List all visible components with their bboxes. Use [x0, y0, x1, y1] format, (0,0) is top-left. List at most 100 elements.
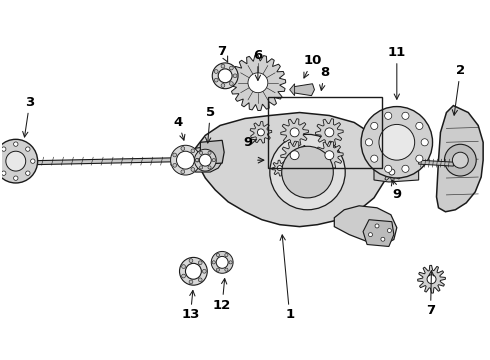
Circle shape	[208, 151, 211, 154]
Circle shape	[371, 122, 378, 130]
Circle shape	[199, 154, 211, 166]
Polygon shape	[272, 160, 288, 176]
Circle shape	[0, 159, 1, 163]
Circle shape	[212, 158, 215, 162]
Polygon shape	[316, 141, 343, 169]
Polygon shape	[418, 160, 453, 166]
Polygon shape	[437, 105, 483, 212]
Polygon shape	[334, 206, 397, 244]
Circle shape	[212, 261, 215, 264]
Circle shape	[25, 171, 30, 175]
Polygon shape	[281, 119, 309, 146]
Circle shape	[221, 64, 225, 68]
Circle shape	[229, 82, 233, 85]
Text: 11: 11	[388, 46, 406, 99]
Text: 4: 4	[174, 116, 185, 140]
Polygon shape	[196, 113, 387, 227]
Circle shape	[452, 152, 468, 168]
Circle shape	[388, 229, 392, 233]
Circle shape	[191, 149, 195, 153]
Circle shape	[375, 224, 379, 228]
Circle shape	[196, 158, 199, 162]
Text: 6: 6	[253, 49, 263, 80]
Circle shape	[181, 170, 185, 174]
Circle shape	[31, 159, 35, 163]
Circle shape	[182, 274, 186, 278]
Circle shape	[202, 269, 206, 273]
Text: 9: 9	[244, 136, 257, 149]
Circle shape	[1, 171, 6, 175]
Circle shape	[189, 280, 193, 284]
Circle shape	[229, 261, 232, 264]
Text: 1: 1	[280, 235, 294, 321]
Text: 13: 13	[181, 291, 199, 321]
Circle shape	[402, 165, 409, 172]
Circle shape	[199, 151, 203, 154]
Circle shape	[257, 129, 264, 136]
Text: 10: 10	[303, 54, 321, 78]
Polygon shape	[363, 220, 394, 247]
Circle shape	[208, 166, 211, 169]
Polygon shape	[196, 145, 222, 172]
Polygon shape	[200, 140, 224, 164]
Text: 12: 12	[213, 279, 231, 311]
Circle shape	[416, 122, 423, 130]
Circle shape	[216, 256, 228, 268]
Circle shape	[217, 268, 220, 271]
Circle shape	[221, 84, 225, 87]
Circle shape	[173, 153, 176, 157]
Circle shape	[270, 134, 345, 210]
Circle shape	[182, 265, 186, 269]
Circle shape	[366, 139, 372, 146]
Circle shape	[179, 257, 207, 285]
Polygon shape	[374, 150, 418, 182]
Circle shape	[211, 251, 233, 273]
Circle shape	[248, 73, 268, 93]
Circle shape	[185, 264, 201, 279]
Text: 7: 7	[218, 45, 228, 62]
Circle shape	[14, 142, 18, 146]
Polygon shape	[290, 84, 294, 96]
Circle shape	[199, 166, 203, 169]
Circle shape	[196, 158, 198, 162]
Circle shape	[325, 128, 334, 137]
Circle shape	[189, 259, 193, 262]
Text: 3: 3	[23, 96, 34, 137]
Circle shape	[217, 253, 220, 257]
Circle shape	[1, 147, 6, 151]
Circle shape	[225, 268, 228, 271]
Circle shape	[25, 147, 30, 151]
Circle shape	[212, 63, 238, 89]
Circle shape	[325, 151, 334, 159]
Text: 8: 8	[319, 66, 329, 90]
Circle shape	[381, 237, 385, 241]
Circle shape	[181, 147, 185, 150]
Circle shape	[282, 146, 333, 198]
Polygon shape	[250, 121, 272, 143]
Circle shape	[385, 112, 392, 120]
Circle shape	[444, 144, 476, 176]
Circle shape	[225, 253, 228, 257]
Polygon shape	[293, 84, 315, 96]
Circle shape	[195, 149, 216, 171]
Text: 2: 2	[452, 64, 465, 115]
Circle shape	[385, 165, 392, 172]
Circle shape	[176, 151, 195, 169]
Bar	[268, 96, 382, 168]
Circle shape	[214, 78, 218, 82]
Polygon shape	[230, 55, 286, 111]
Circle shape	[171, 145, 200, 175]
Text: 7: 7	[426, 271, 435, 318]
Circle shape	[218, 69, 232, 83]
Circle shape	[233, 74, 237, 78]
Circle shape	[0, 139, 38, 183]
Circle shape	[416, 155, 423, 162]
Polygon shape	[281, 141, 309, 169]
Circle shape	[379, 125, 415, 160]
Polygon shape	[382, 162, 402, 182]
Circle shape	[6, 151, 25, 171]
Circle shape	[229, 66, 233, 70]
Polygon shape	[417, 265, 445, 293]
Circle shape	[361, 107, 433, 178]
Circle shape	[371, 155, 378, 162]
